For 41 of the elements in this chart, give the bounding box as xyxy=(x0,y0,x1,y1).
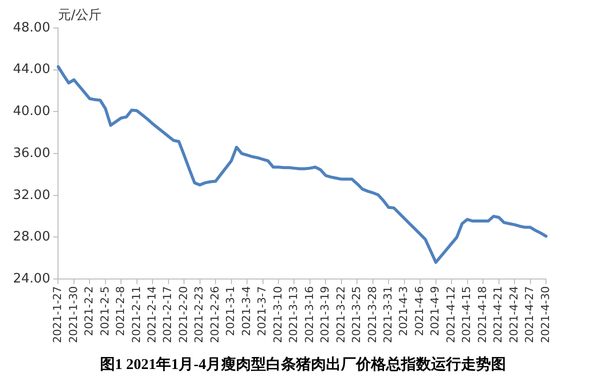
y-tick-label: 32.00 xyxy=(13,188,50,203)
y-tick-label: 24.00 xyxy=(13,271,50,286)
y-tick-label: 44.00 xyxy=(13,62,50,78)
x-tick-label: 2021-3-25 xyxy=(350,286,364,344)
x-tick-label: 2021-1-27 xyxy=(51,286,64,344)
x-tick-label: 2021-3-1 xyxy=(224,286,238,336)
x-tick-label: 2021-4-15 xyxy=(460,286,474,344)
x-tick-label: 2021-1-30 xyxy=(66,286,80,344)
x-tick-label: 2021-3-10 xyxy=(271,286,284,344)
y-tick-label: 48.00 xyxy=(13,20,50,36)
x-tick-label: 2021-3-7 xyxy=(256,286,269,336)
x-tick-label: 2021-3-31 xyxy=(382,286,395,344)
x-tick-label: 2021-4-24 xyxy=(507,286,520,344)
x-tick-label: 2021-2-2 xyxy=(82,286,96,336)
x-tick-label: 2021-4-3 xyxy=(397,286,410,336)
y-tick-label: 28.00 xyxy=(13,230,50,245)
y-tick-label: 40.00 xyxy=(13,104,50,120)
x-tick-label: 2021-2-11 xyxy=(130,286,143,344)
x-tick-label: 2021-4-6 xyxy=(412,286,426,336)
x-tick-label: 2021-2-17 xyxy=(161,286,174,344)
x-tick-label: 2021-2-8 xyxy=(114,286,128,336)
x-tick-label: 2021-2-20 xyxy=(176,286,190,344)
x-tick-label: 2021-3-4 xyxy=(240,286,253,336)
x-tick-label: 2021-3-19 xyxy=(318,286,332,344)
x-tick-label: 2021-4-30 xyxy=(538,286,552,344)
x-tick-label: 2021-4-9 xyxy=(428,286,442,336)
x-tick-label: 2021-2-26 xyxy=(208,286,222,344)
x-tick-label: 2021-4-12 xyxy=(444,286,458,344)
x-tick-label: 2021-4-21 xyxy=(492,286,505,344)
x-tick-label: 2021-2-14 xyxy=(145,286,158,344)
x-tick-label: 2021-3-22 xyxy=(334,286,348,344)
x-tick-label: 2021-4-18 xyxy=(476,286,489,344)
y-tick-label: 36.00 xyxy=(13,146,50,161)
x-tick-label: 2021-2-23 xyxy=(192,286,206,344)
y-axis-title: 元/公斤 xyxy=(58,7,102,24)
x-tick-label: 2021-4-27 xyxy=(523,286,536,344)
text: 图1 2021年1月-4月瘦肉型白条猪肉出厂价格总指数运行走势图 xyxy=(98,355,508,374)
x-tick-label: 2021-2-5 xyxy=(98,286,112,336)
x-tick-label: 2021-3-16 xyxy=(302,286,316,344)
x-tick-label: 2021-3-13 xyxy=(287,286,300,344)
x-tick-label: 2021-3-28 xyxy=(366,286,379,344)
